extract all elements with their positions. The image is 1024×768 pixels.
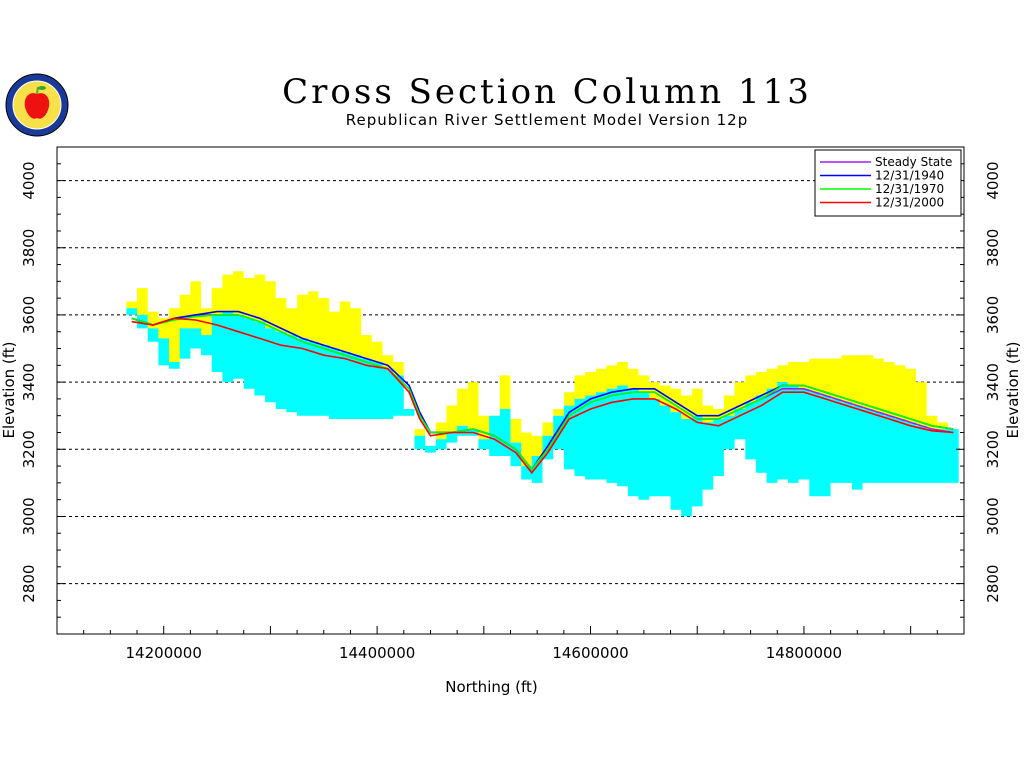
y-tick-label-right: 2800 [984, 565, 1002, 603]
x-tick-label: 14400000 [339, 644, 415, 662]
logo-seal-icon [5, 73, 69, 137]
y-tick-label-right: 4000 [984, 161, 1002, 199]
y-axis-label-right: Elevation (ft) [1004, 341, 1022, 438]
legend-box [814, 149, 962, 217]
y-tick-label-left: 3800 [20, 229, 38, 267]
y-tick-label-left: 3400 [20, 363, 38, 401]
y-tick-label-right: 3200 [984, 430, 1002, 468]
y-axis-label-left: Elevation (ft) [0, 341, 18, 438]
series-line-3 [131, 314, 954, 471]
y-tick-label-right: 3600 [984, 296, 1002, 334]
legend-label: 12/31/2000 [875, 196, 944, 210]
x-axis-label: Northing (ft) [445, 678, 538, 696]
y-tick-label-left: 3200 [20, 430, 38, 468]
y-tick-label-right: 3800 [984, 229, 1002, 267]
y-tick-label-left: 4000 [20, 161, 38, 199]
y-tick-label-right: 3400 [984, 363, 1002, 401]
legend-label: 12/31/1940 [875, 169, 944, 183]
layer-area-2 [126, 308, 959, 517]
x-tick-label: 14200000 [126, 644, 202, 662]
y-tick-label-right: 3000 [984, 497, 1002, 535]
y-tick-label-left: 3600 [20, 296, 38, 334]
legend-label: 12/31/1970 [875, 182, 944, 196]
x-tick-label: 14600000 [552, 644, 628, 662]
layer-area-1 [126, 271, 959, 467]
chart-title: Cross Section Column 113 [282, 72, 812, 112]
legend-label: Steady State [875, 155, 952, 169]
y-tick-label-left: 3000 [20, 497, 38, 535]
chart-subtitle: Republican River Settlement Model Versio… [345, 111, 749, 129]
x-tick-label: 14800000 [766, 644, 842, 662]
series-line-4 [131, 317, 954, 475]
y-tick-label-left: 2800 [20, 565, 38, 603]
